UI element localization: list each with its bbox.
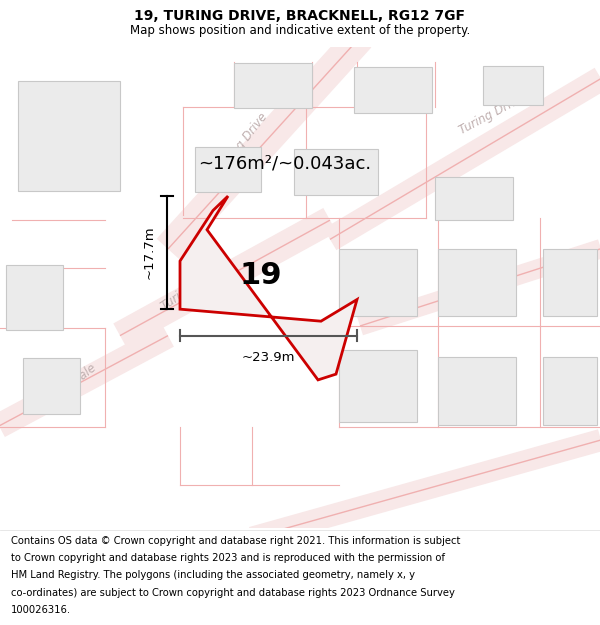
Bar [7,264,64,329]
Bar [543,357,597,424]
Text: HM Land Registry. The polygons (including the associated geometry, namely x, y: HM Land Registry. The polygons (includin… [11,571,415,581]
Bar [234,62,312,108]
Text: co-ordinates) are subject to Crown copyright and database rights 2023 Ordnance S: co-ordinates) are subject to Crown copyr… [11,588,455,598]
Bar [438,357,516,424]
Text: ~176m²/~0.043ac.: ~176m²/~0.043ac. [198,154,371,173]
Bar [435,177,513,220]
Text: ~17.7m: ~17.7m [143,226,156,279]
Text: 19: 19 [239,261,283,290]
Bar [23,359,79,414]
Bar [483,66,543,104]
Bar [195,147,261,192]
Text: Map shows position and indicative extent of the property.: Map shows position and indicative extent… [130,24,470,36]
Bar [339,249,417,316]
Bar [294,149,378,195]
Bar [18,81,120,191]
Bar [354,68,432,113]
Bar [339,350,417,423]
Text: Hopper Vale: Hopper Vale [34,361,98,416]
Text: ~23.9m: ~23.9m [242,351,295,364]
Text: Turing Drive: Turing Drive [158,262,226,313]
Bar [543,249,597,316]
Text: 100026316.: 100026316. [11,605,71,615]
Polygon shape [180,196,357,380]
Bar [438,249,516,316]
Text: Turing Drive: Turing Drive [216,111,270,176]
Text: Contains OS data © Crown copyright and database right 2021. This information is : Contains OS data © Crown copyright and d… [11,536,460,546]
Text: to Crown copyright and database rights 2023 and is reproduced with the permissio: to Crown copyright and database rights 2… [11,553,445,563]
Text: 19, TURING DRIVE, BRACKNELL, RG12 7GF: 19, TURING DRIVE, BRACKNELL, RG12 7GF [134,9,466,23]
Text: Turing Drive: Turing Drive [457,92,527,137]
